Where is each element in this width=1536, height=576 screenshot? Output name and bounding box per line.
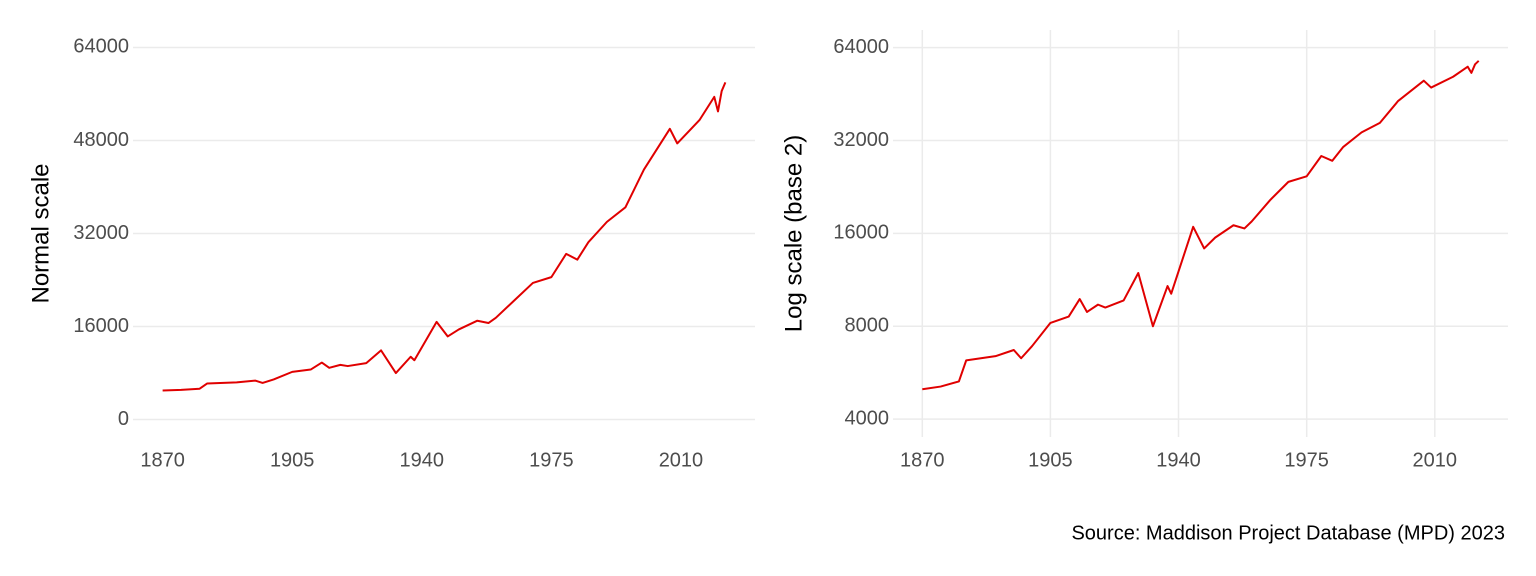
y-tick-label: 4000	[845, 407, 890, 429]
y-tick-label: 0	[118, 408, 129, 430]
y-tick-label: 32000	[73, 222, 129, 244]
data-line	[922, 60, 1480, 391]
y-tick-label: 16000	[833, 222, 889, 244]
y-tick-label: 64000	[73, 36, 129, 58]
data-line	[162, 81, 727, 392]
x-tick-label: 1870	[140, 449, 185, 471]
x-tick-label: 1975	[529, 449, 574, 471]
y-tick-label: 32000	[833, 129, 889, 151]
y-tick-label: 64000	[833, 36, 889, 58]
x-tick-label: 1975	[1284, 449, 1329, 471]
y-axis-title: Normal scale	[27, 163, 54, 303]
y-tick-label: 8000	[845, 315, 890, 337]
x-tick-label: 1870	[900, 449, 945, 471]
x-tick-label: 2010	[1413, 449, 1458, 471]
x-tick-label: 1905	[270, 449, 315, 471]
x-tick-label: 1940	[1156, 449, 1201, 471]
x-tick-label: 1940	[400, 449, 445, 471]
x-tick-label: 2010	[659, 449, 704, 471]
y-tick-label: 48000	[73, 129, 129, 151]
y-axis-title: Log scale (base 2)	[780, 135, 807, 332]
x-tick-label: 1905	[1028, 449, 1073, 471]
caption: Source: Maddison Project Database (MPD) …	[1071, 522, 1505, 544]
y-tick-label: 16000	[73, 315, 129, 337]
